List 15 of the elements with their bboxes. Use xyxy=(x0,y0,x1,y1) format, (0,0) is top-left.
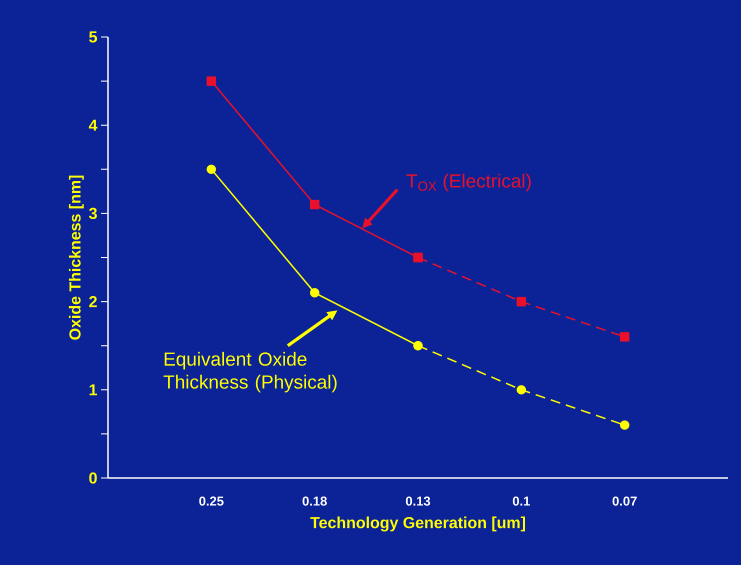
text: T$_{OX}$ (Electrical) xyxy=(406,174,531,192)
y-axis-title: Oxide Thickness [nm] xyxy=(68,176,84,340)
legend-label: Equivalent Oxide Thickness (Physical) xyxy=(164,352,337,392)
y-tick-label: 3 xyxy=(88,208,97,220)
y-tick-label: 5 xyxy=(89,31,98,43)
x-tick-label: 0.1 xyxy=(512,496,530,506)
x-tick-label: 0.18 xyxy=(302,496,327,506)
x-axis-title: Technology Generation [um] xyxy=(310,516,525,532)
x-tick-label: 0.07 xyxy=(612,496,637,506)
y-tick-label: 0 xyxy=(89,472,97,484)
y-tick-label: 1 xyxy=(90,384,98,396)
y-tick-label: 4 xyxy=(88,120,98,131)
x-tick-label: 0.25 xyxy=(199,496,224,506)
x-tick-label: 0.13 xyxy=(406,496,430,506)
y-tick-label: 2 xyxy=(89,296,97,308)
